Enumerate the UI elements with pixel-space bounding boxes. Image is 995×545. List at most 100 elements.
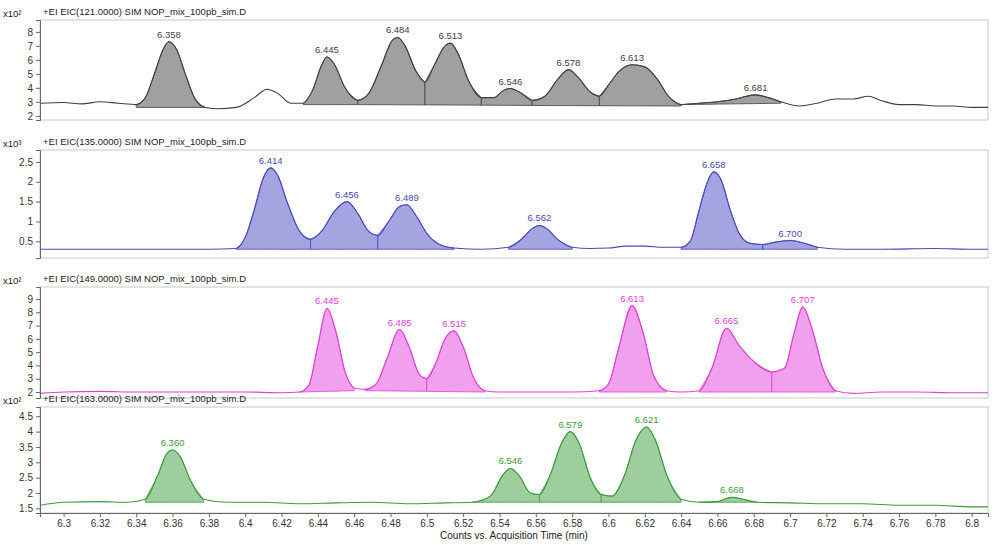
peak-label: 6.668 bbox=[720, 484, 744, 495]
x-tick: 6.56 bbox=[527, 513, 547, 529]
y-tick: 1.5 bbox=[19, 196, 40, 207]
tick-label: 5 bbox=[27, 69, 33, 80]
y-tick: 4 bbox=[27, 360, 40, 371]
peak-label: 6.485 bbox=[388, 317, 412, 328]
y-axis: 1.522.533.544.5 bbox=[19, 408, 40, 515]
y-axis: 2345678 bbox=[27, 21, 40, 122]
y-tick: 2 bbox=[27, 176, 40, 187]
tick-label: 7 bbox=[27, 41, 33, 52]
tick-label: 4 bbox=[27, 360, 33, 371]
tick-mark bbox=[645, 513, 646, 517]
tick-mark bbox=[36, 162, 40, 163]
tick-label: 6.78 bbox=[926, 518, 946, 529]
tick-label: 6.48 bbox=[381, 518, 401, 529]
plot-frame bbox=[40, 287, 988, 398]
peak-area bbox=[532, 70, 599, 106]
tick-label: 6.74 bbox=[853, 518, 873, 529]
x-tick: 6.38 bbox=[200, 513, 220, 529]
peak-label: 6.546 bbox=[498, 76, 522, 87]
y-multiplier: x10² bbox=[3, 395, 21, 406]
panel-title: +EI EIC(121.0000) SIM NOP_mix_100pb_sim.… bbox=[43, 6, 246, 17]
tick-label: 0.5 bbox=[19, 236, 33, 247]
x-tick: 6.3 bbox=[57, 513, 71, 529]
x-tick: 6.44 bbox=[309, 513, 329, 529]
tick-mark bbox=[173, 513, 174, 517]
tick-mark bbox=[36, 432, 40, 433]
y-tick: 2 bbox=[27, 111, 40, 122]
tick-label: 6 bbox=[27, 334, 33, 345]
x-tick: 6.74 bbox=[853, 513, 873, 529]
x-tick: 6.62 bbox=[636, 513, 656, 529]
tick-label: 6.54 bbox=[490, 518, 510, 529]
tick-label: 1.5 bbox=[19, 503, 33, 514]
tick-mark bbox=[36, 299, 40, 300]
tick-mark bbox=[427, 513, 428, 517]
tick-label: 8 bbox=[27, 307, 33, 318]
tick-mark bbox=[36, 241, 40, 242]
y-tick: 2.5 bbox=[19, 157, 40, 168]
tick-mark bbox=[863, 513, 864, 517]
tick-mark bbox=[36, 102, 40, 103]
tick-mark bbox=[36, 116, 40, 117]
tick-mark bbox=[209, 513, 210, 517]
peak-label: 6.360 bbox=[161, 437, 185, 448]
y-tick: 4 bbox=[27, 426, 40, 437]
x-axis: 6.36.326.346.366.386.46.426.446.466.486.… bbox=[41, 513, 989, 529]
x-tick: 6.68 bbox=[744, 513, 764, 529]
tick-mark bbox=[36, 365, 40, 366]
tick-label: 3 bbox=[27, 373, 33, 384]
tick-mark bbox=[36, 202, 40, 203]
panel-title: +EI EIC(163.0000) SIM NOP_mix_100pb_sim.… bbox=[43, 393, 246, 404]
tick-mark bbox=[499, 513, 500, 517]
x-tick: 6.34 bbox=[127, 513, 147, 529]
panel: 23456789+EI EIC(149.0000) SIM NOP_mix_10… bbox=[3, 273, 988, 399]
trace-line bbox=[40, 168, 988, 249]
x-tick: 6.64 bbox=[672, 513, 692, 529]
tick-label: 2 bbox=[27, 387, 33, 398]
tick-label: 6.36 bbox=[163, 518, 183, 529]
tick-mark bbox=[754, 513, 755, 517]
tick-label: 3 bbox=[27, 457, 33, 468]
y-multiplier: x10² bbox=[3, 8, 21, 19]
tick-label: 6.3 bbox=[57, 518, 71, 529]
x-tick: 6.46 bbox=[345, 513, 365, 529]
tick-label: 2.5 bbox=[19, 157, 33, 168]
tick-label: 6.44 bbox=[309, 518, 329, 529]
tick-mark bbox=[608, 513, 609, 517]
y-tick: 7 bbox=[27, 41, 40, 52]
axis-line bbox=[41, 514, 989, 518]
peak-label: 6.456 bbox=[335, 189, 359, 200]
peak-label: 6.358 bbox=[157, 29, 181, 40]
tick-label: 6.62 bbox=[636, 518, 656, 529]
x-tick: 6.4 bbox=[239, 513, 253, 529]
y-tick: 4 bbox=[27, 83, 40, 94]
tick-label: 1 bbox=[27, 216, 33, 227]
tick-label: 6.56 bbox=[527, 518, 547, 529]
tick-label: 3 bbox=[27, 97, 33, 108]
peak-label: 6.445 bbox=[315, 44, 339, 55]
y-tick: 7 bbox=[27, 320, 40, 331]
tick-label: 2 bbox=[27, 176, 33, 187]
y-tick: 5 bbox=[27, 347, 40, 358]
panel: 0.511.522.5+EI EIC(135.0000) SIM NOP_mix… bbox=[3, 136, 988, 259]
plot-area bbox=[40, 427, 988, 507]
tick-label: 6.72 bbox=[817, 518, 837, 529]
tick-mark bbox=[36, 339, 40, 340]
x-tick: 6.76 bbox=[890, 513, 910, 529]
peak-area bbox=[509, 225, 573, 249]
tick-mark bbox=[245, 513, 246, 517]
y-multiplier: x10² bbox=[3, 275, 21, 286]
tick-label: 1.5 bbox=[19, 196, 33, 207]
y-tick: 3 bbox=[27, 457, 40, 468]
y-tick: 8 bbox=[27, 307, 40, 318]
x-tick: 6.42 bbox=[272, 513, 292, 529]
tick-label: 6.42 bbox=[272, 518, 292, 529]
tick-label: 4 bbox=[27, 83, 33, 94]
y-tick: 2 bbox=[27, 488, 40, 499]
peak-label: 6.578 bbox=[557, 57, 581, 68]
tick-label: 7 bbox=[27, 320, 33, 331]
tick-label: 4.5 bbox=[19, 411, 33, 422]
x-tick: 6.78 bbox=[926, 513, 946, 529]
peak-area bbox=[599, 306, 666, 392]
tick-mark bbox=[318, 513, 319, 517]
